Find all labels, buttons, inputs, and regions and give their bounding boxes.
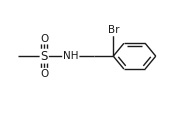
Text: O: O xyxy=(40,69,48,79)
Text: O: O xyxy=(40,34,48,44)
Text: S: S xyxy=(41,50,48,63)
Text: NH: NH xyxy=(63,51,79,61)
Text: Br: Br xyxy=(108,25,119,35)
